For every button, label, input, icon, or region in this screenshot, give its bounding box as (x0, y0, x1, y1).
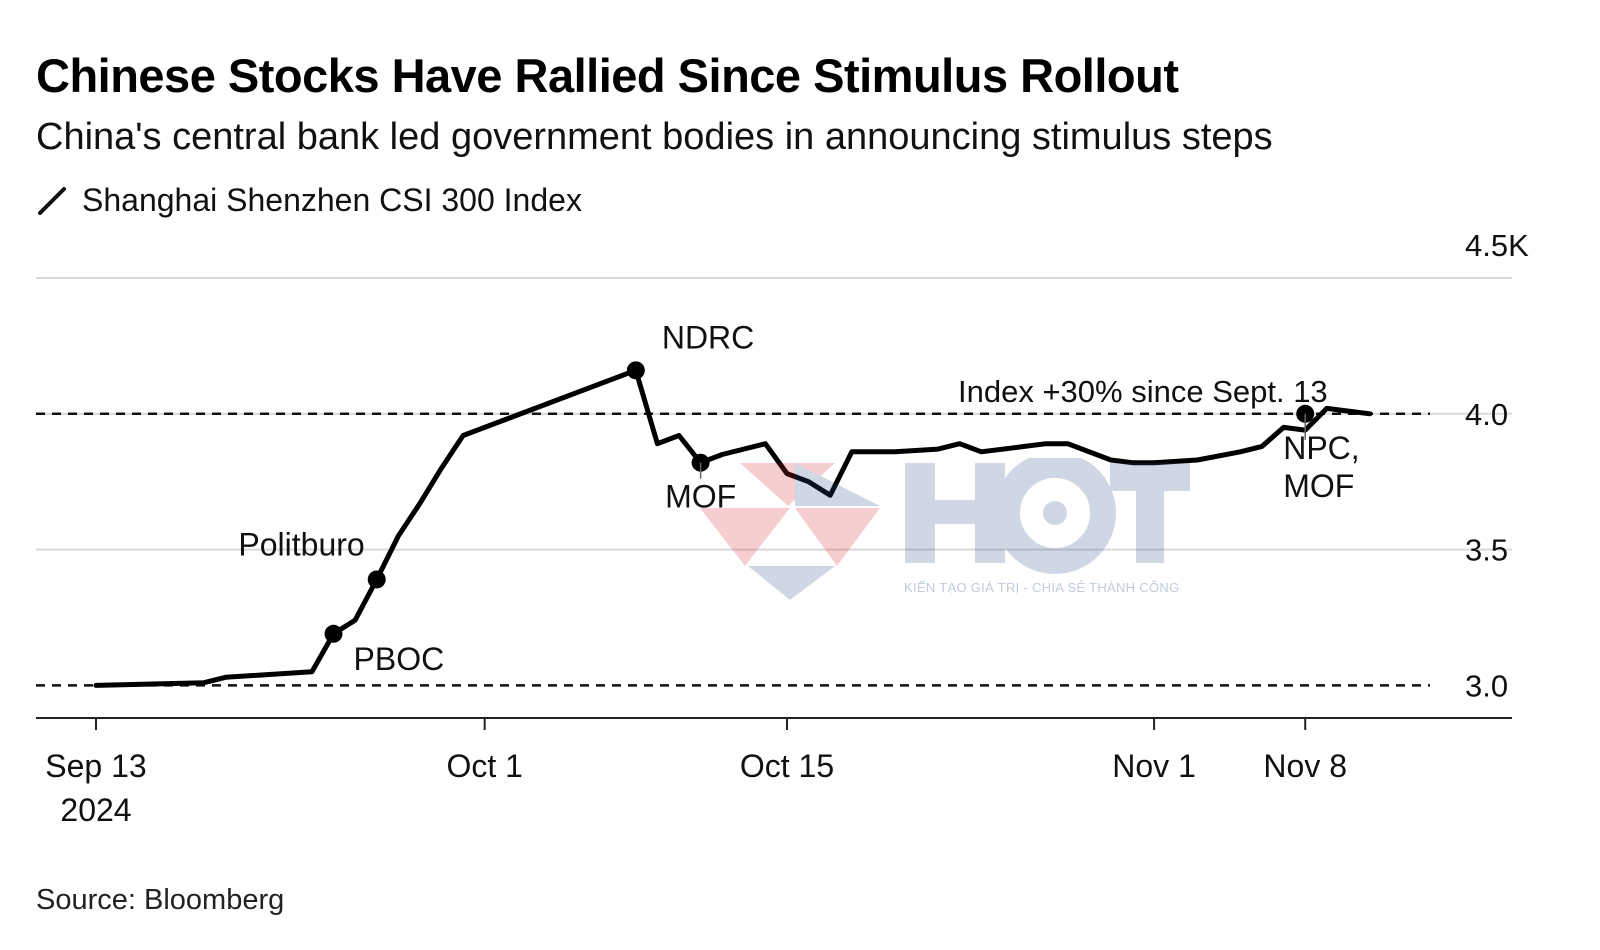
legend: Shanghai Shenzhen CSI 300 Index (36, 182, 582, 219)
y-tick-label: 3.5 (1465, 533, 1508, 568)
chart-subtitle: China's central bank led government bodi… (36, 116, 1273, 158)
event-label: Politburo (238, 526, 364, 562)
x-tick-label: Oct 15 (740, 748, 834, 784)
legend-label: Shanghai Shenzhen CSI 300 Index (82, 182, 582, 218)
source-note: Source: Bloomberg (36, 884, 285, 916)
event-label: NDRC (662, 319, 754, 355)
event-label: PBOC (354, 641, 445, 677)
event-label: MOF (1283, 468, 1354, 504)
y-tick-label: 4.5K (1465, 228, 1529, 263)
event-marker (324, 624, 343, 643)
x-tick-label: Oct 1 (446, 748, 522, 784)
line-series-icon (38, 186, 66, 215)
x-tick-label: Sep 13 (45, 748, 146, 784)
series-line (93, 367, 1373, 688)
x-tick-sublabel: 2024 (60, 792, 131, 828)
event-marker (626, 361, 645, 380)
y-tick-label: 3.0 (1465, 668, 1508, 703)
chart-title: Chinese Stocks Have Rallied Since Stimul… (36, 49, 1179, 102)
event-marker (367, 570, 386, 589)
y-tick-label: 4.0 (1465, 397, 1508, 432)
watermark-tagline: KIẾN TẠO GIÁ TRỊ - CHIA SẺ THÀNH CÔNG (904, 580, 1180, 595)
event-label: MOF (665, 479, 736, 515)
annotation-label: Index +30% since Sept. 13 (958, 374, 1328, 409)
event-label: NPC, (1283, 430, 1359, 466)
x-tick-label: Nov 1 (1112, 748, 1196, 784)
x-tick-label: Nov 8 (1263, 748, 1347, 784)
